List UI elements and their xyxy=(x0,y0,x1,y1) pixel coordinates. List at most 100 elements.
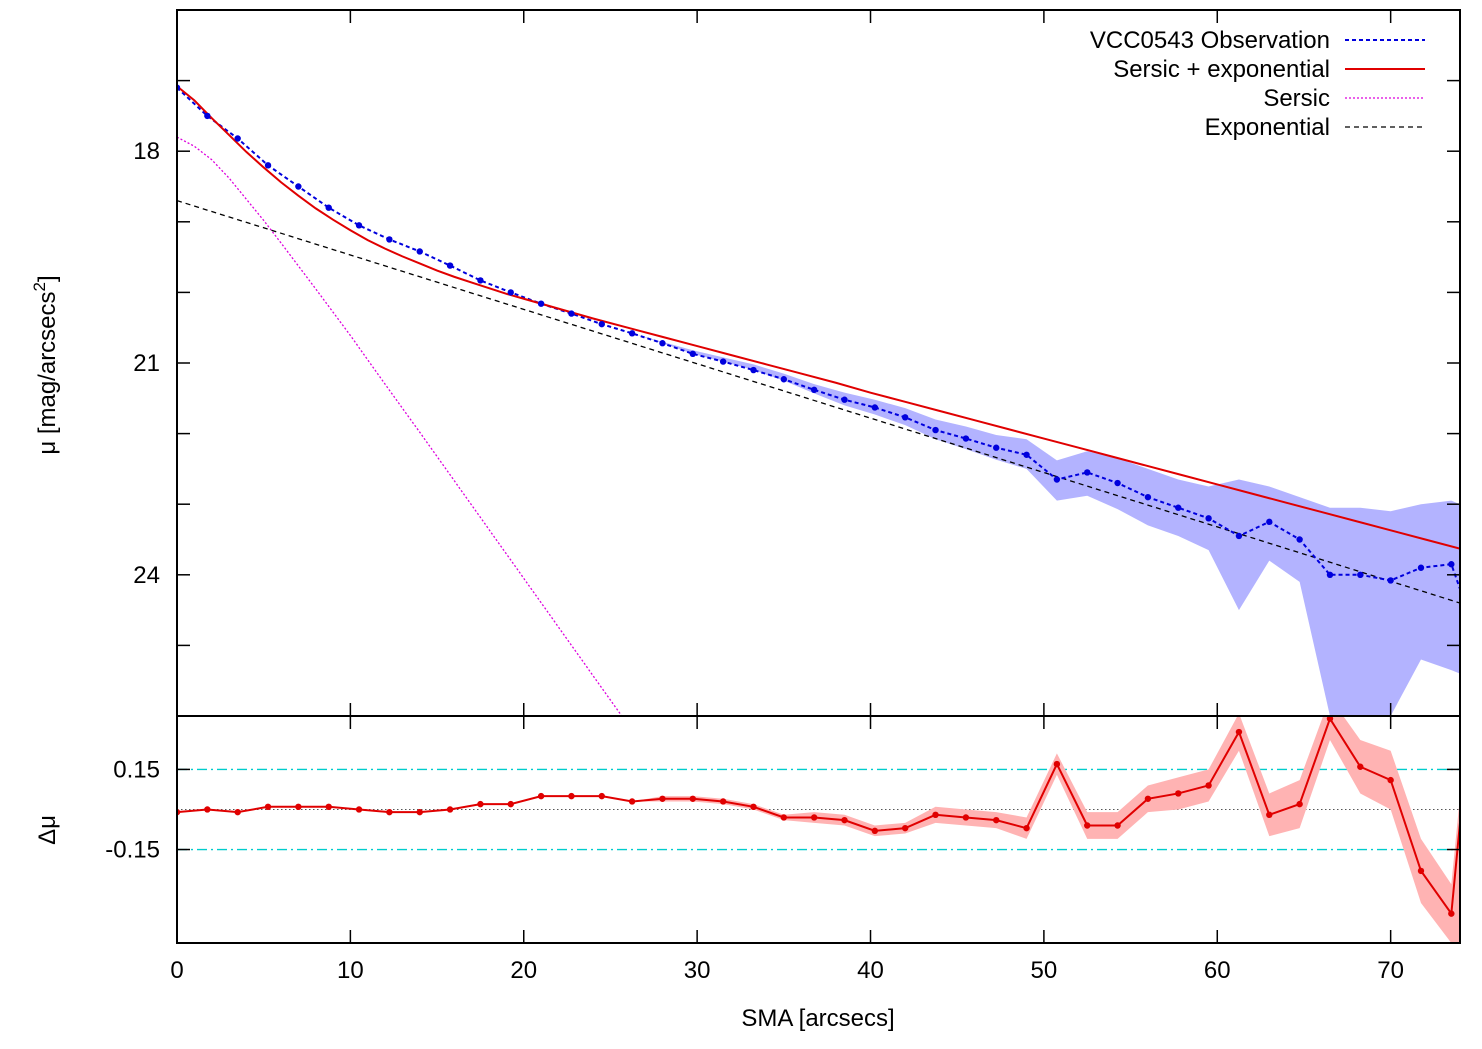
observation-point xyxy=(1023,451,1030,458)
observation-point xyxy=(507,289,514,296)
residual-point xyxy=(416,808,423,816)
bottom-y-axis-label: Δμ xyxy=(34,815,61,845)
top-y-axis-label: μ [mag/arcsecs2] xyxy=(30,275,61,454)
observation-point xyxy=(416,248,423,255)
legend-sersic-exponential-label: Sersic + exponential xyxy=(1113,56,1330,83)
observation-point xyxy=(1053,476,1061,483)
observation-points xyxy=(177,84,1455,584)
residual-point xyxy=(750,803,757,810)
observation-point xyxy=(1114,479,1121,487)
observation-point xyxy=(659,340,666,347)
residual-point xyxy=(962,814,970,821)
observation-point xyxy=(386,236,393,243)
bottom-y-tick-label: 0.15 xyxy=(113,756,160,783)
residual-point xyxy=(598,792,605,800)
residual-point xyxy=(1144,795,1152,802)
observation-point xyxy=(446,262,454,269)
residual-point xyxy=(1448,910,1455,917)
axis-ticks xyxy=(176,10,1460,943)
residual-point xyxy=(1266,811,1273,819)
observation-point xyxy=(993,444,1000,451)
observation-point xyxy=(810,386,818,394)
residual-point xyxy=(810,814,818,821)
observation-point xyxy=(568,310,575,317)
residual-point xyxy=(1023,824,1030,832)
observation-point xyxy=(871,404,879,411)
observation-point xyxy=(962,435,970,442)
residual-point xyxy=(780,814,788,821)
x-tick-label: 0 xyxy=(170,957,183,984)
residual-point xyxy=(1114,822,1121,829)
observation-point xyxy=(1326,571,1334,578)
observation-point xyxy=(477,277,484,284)
residual-points xyxy=(177,716,1455,917)
observation-point xyxy=(234,135,241,142)
x-tick-label: 50 xyxy=(1031,957,1058,984)
residual-point xyxy=(568,792,575,800)
observation-point xyxy=(598,320,605,328)
observation-point xyxy=(780,376,788,383)
observation-point xyxy=(1417,564,1425,571)
top-y-axis-label-superscript: 2 xyxy=(30,282,49,291)
residual-point xyxy=(1296,800,1303,808)
axis-tick-labels: 0 10 20 30 40 50 60 70 18 21 24 0.15 -0.15 xyxy=(105,138,1404,984)
observation-point xyxy=(264,162,272,169)
observation-point xyxy=(325,204,332,211)
legend-exponential-label: Exponential xyxy=(1205,114,1330,141)
residual-point xyxy=(841,816,848,824)
residual-point xyxy=(204,806,211,813)
x-tick-label: 10 xyxy=(337,957,364,984)
observation-point xyxy=(355,222,363,229)
observation-point xyxy=(1144,493,1152,501)
residual-point xyxy=(628,798,636,805)
residual-point xyxy=(1053,760,1061,768)
residual-point xyxy=(1084,822,1091,829)
observation-band-shape xyxy=(177,87,1460,716)
legend-observation-label: VCC0543 Observation xyxy=(1090,27,1330,54)
observation-point xyxy=(1266,518,1273,526)
x-tick-label: 70 xyxy=(1377,957,1404,984)
residual-point xyxy=(386,808,393,816)
observation-point xyxy=(750,366,757,374)
residual-point xyxy=(325,803,332,810)
bottom-panel-frame xyxy=(176,715,1461,944)
sersic-exponential-line xyxy=(177,85,1460,550)
top-y-axis-label-text: μ [mag/arcsecs xyxy=(34,291,61,454)
observation-point xyxy=(932,426,939,434)
x-tick-label: 30 xyxy=(684,957,711,984)
observation-point xyxy=(1175,504,1182,511)
exponential-line xyxy=(177,199,1460,604)
top-y-tick-label: 24 xyxy=(133,562,160,589)
x-tick-label: 40 xyxy=(857,957,884,984)
residual-point xyxy=(1205,782,1212,789)
residual-point xyxy=(507,800,514,808)
residual-point xyxy=(871,827,879,835)
residual-line xyxy=(177,716,1460,917)
residual-point xyxy=(901,824,909,832)
observation-point xyxy=(901,414,909,421)
observation-point xyxy=(1235,532,1243,540)
observation-point xyxy=(1387,577,1394,584)
observation-point xyxy=(537,300,545,307)
residual-point xyxy=(537,792,545,800)
residual-point xyxy=(446,806,454,813)
x-axis-label: SMA [arcsecs] xyxy=(741,1005,894,1032)
residual-point xyxy=(993,816,1000,824)
observation-point xyxy=(1205,515,1212,522)
residual-point xyxy=(1357,763,1364,770)
top-y-axis-label-close: ] xyxy=(34,275,61,282)
observation-point xyxy=(204,112,211,120)
sersic-line xyxy=(177,136,623,716)
residual-band-shape xyxy=(177,716,1460,943)
observation-line xyxy=(177,86,1460,590)
bottom-y-tick-label: -0.15 xyxy=(105,837,160,864)
observation-point xyxy=(1296,536,1303,543)
residual-point xyxy=(1326,716,1334,722)
residual-point xyxy=(1387,776,1394,784)
observation-point xyxy=(1084,469,1091,476)
residual-point xyxy=(932,811,939,819)
residual-error-band xyxy=(177,716,1460,943)
top-y-tick-label: 21 xyxy=(133,350,160,377)
residual-point xyxy=(477,800,484,808)
